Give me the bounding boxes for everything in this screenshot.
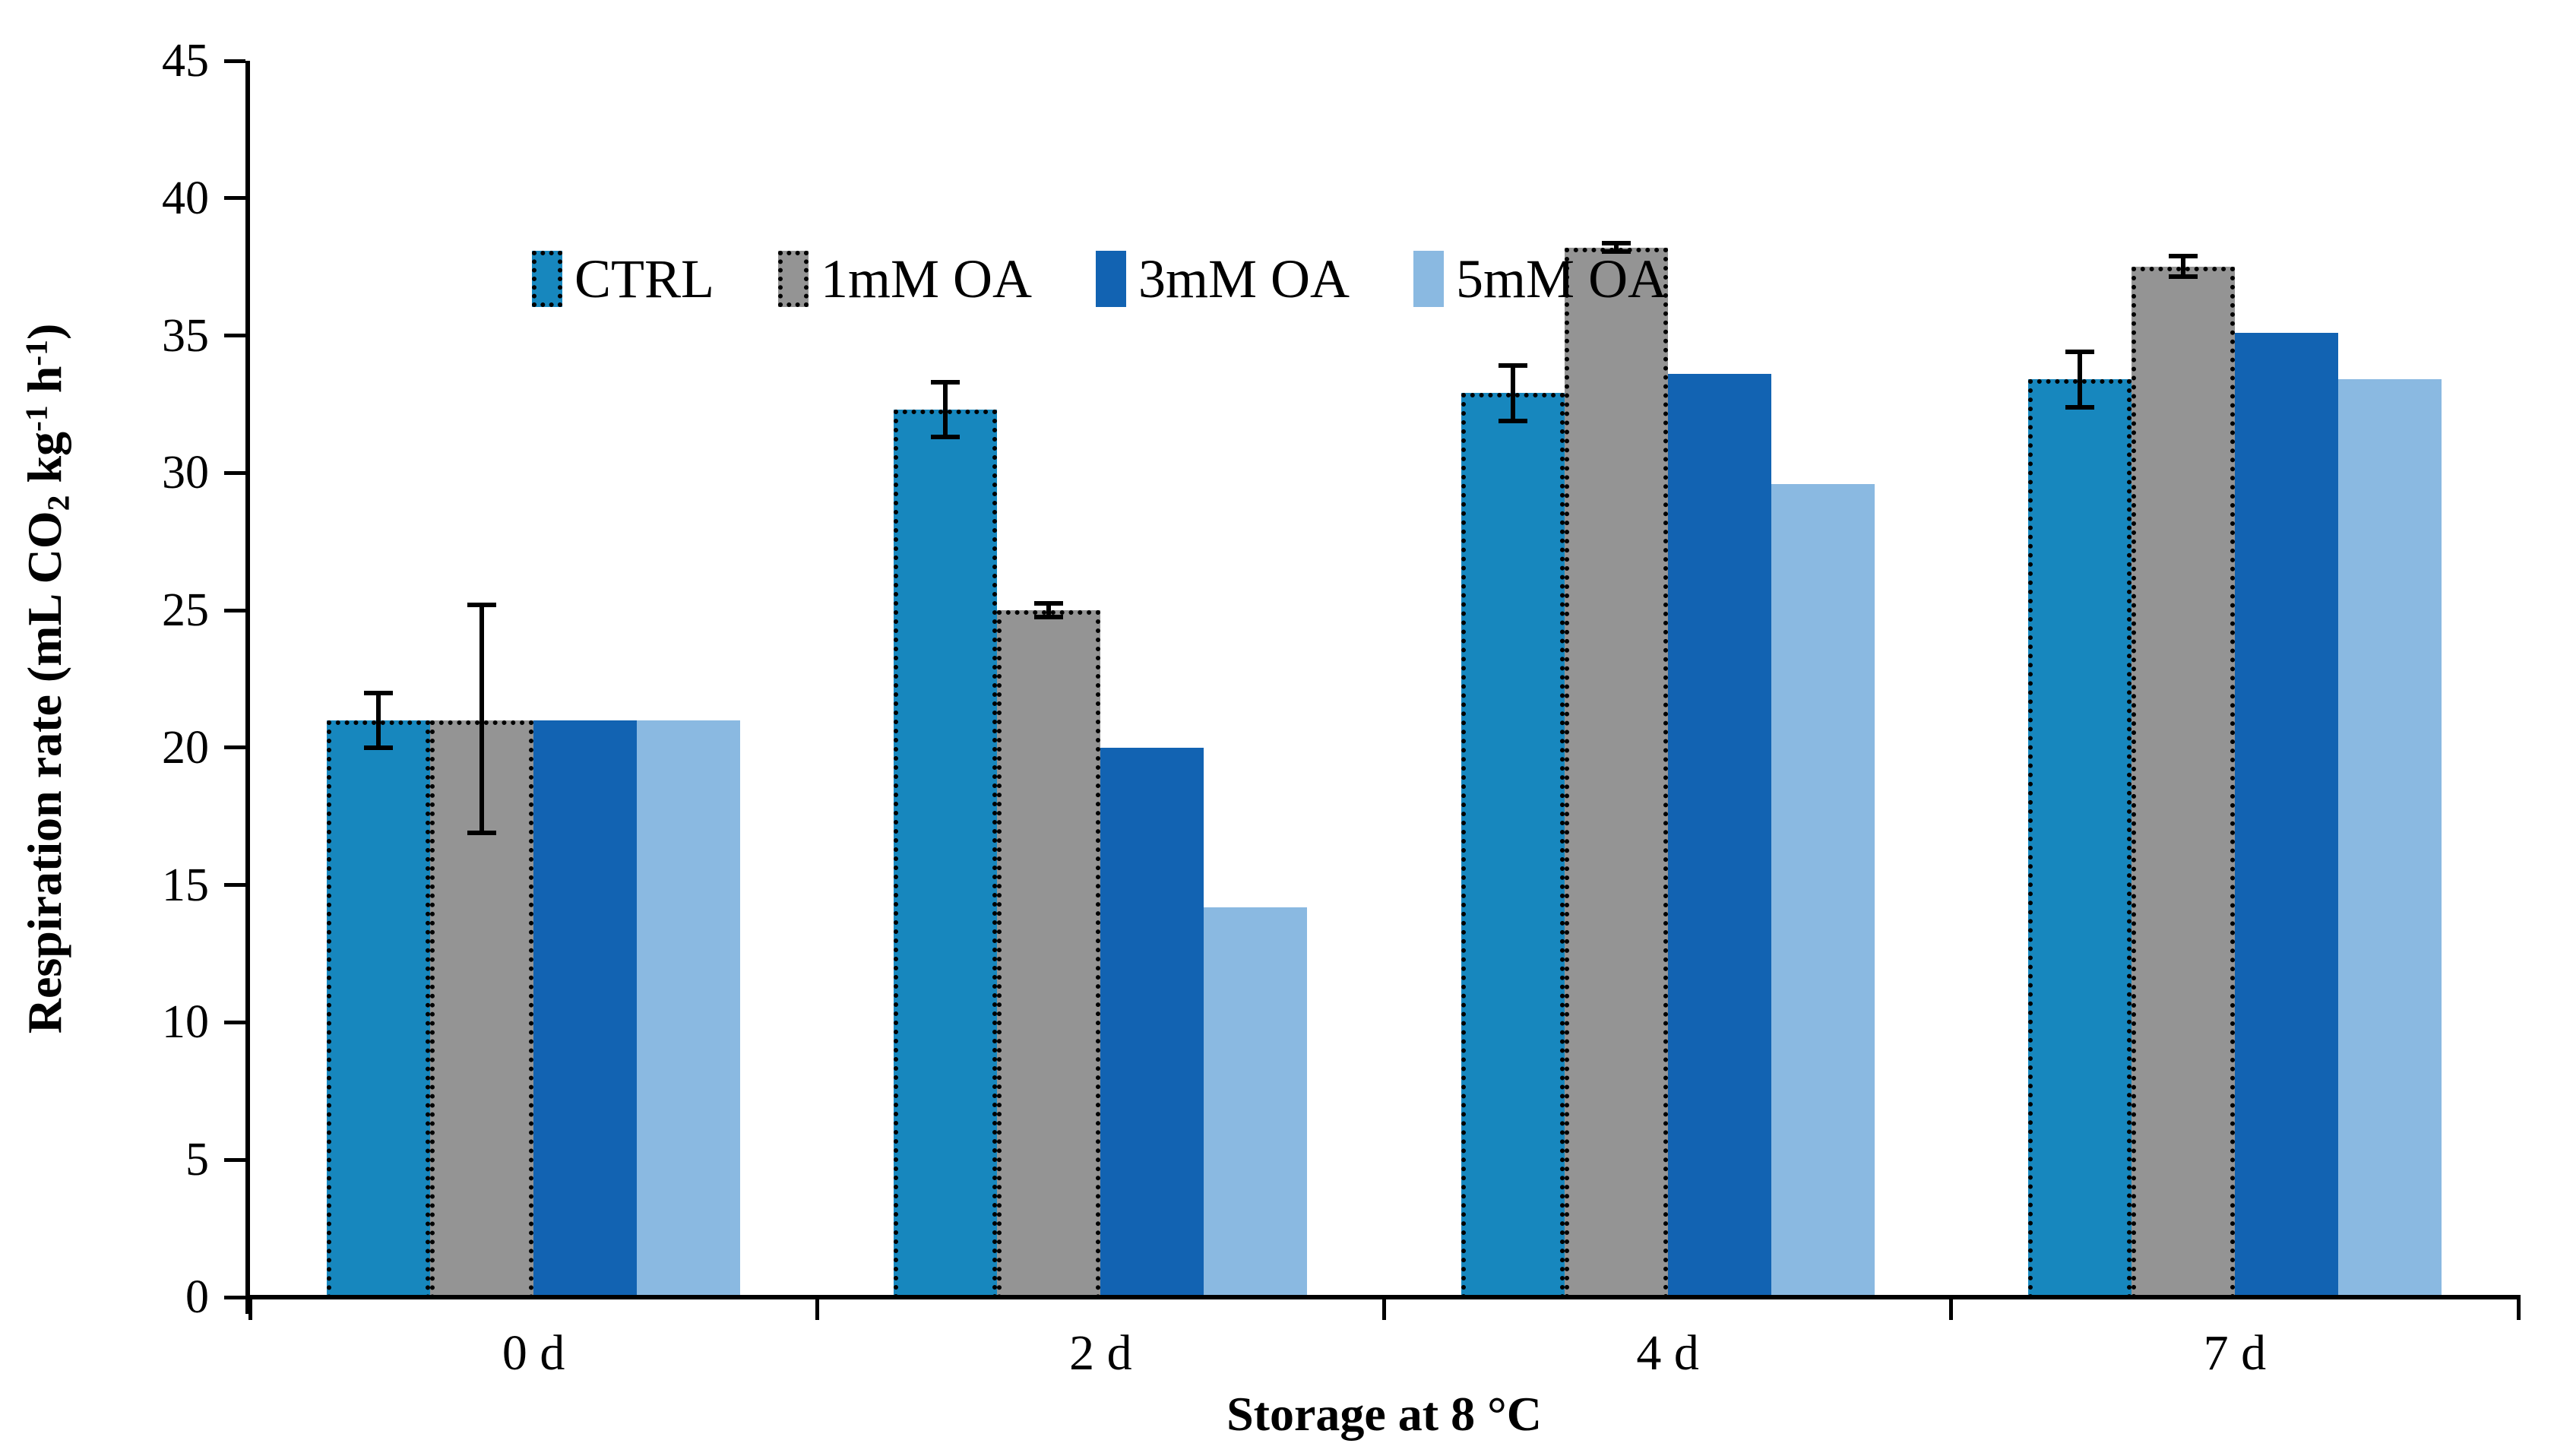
x-tick-mark <box>248 1297 252 1320</box>
y-tick-mark <box>224 1020 245 1024</box>
legend-item-3mm-oa: 3mM OA <box>1096 251 1350 307</box>
error-bar-cap-bottom <box>364 745 393 750</box>
error-bar-cap-bottom <box>2168 274 2198 279</box>
error-bar-cap-bottom <box>2065 404 2094 410</box>
bar-ctrl-2d <box>894 410 998 1299</box>
error-bar <box>2180 255 2185 277</box>
y-tick-label: 40 <box>162 172 209 224</box>
error-bar <box>376 692 381 748</box>
y-tick-label: 5 <box>185 1134 209 1186</box>
bar-ctrl-4d <box>1461 393 1565 1299</box>
legend-swatch-icon <box>778 251 809 307</box>
legend-item-5mm-oa: 5mM OA <box>1413 251 1667 307</box>
y-tick-label: 25 <box>162 584 209 637</box>
legend-label: 1mM OA <box>821 248 1033 309</box>
bar-ctrl-0d <box>327 720 430 1299</box>
error-bar <box>479 604 484 833</box>
x-tick-mark <box>2516 1297 2521 1320</box>
y-axis-title-segment: ) <box>17 323 72 340</box>
bar-1mm-oa-2d <box>997 610 1101 1299</box>
y-tick-mark <box>224 470 245 475</box>
y-tick-label: 10 <box>162 996 209 1049</box>
y-axis-title-segment: Respiration rate (mL CO <box>17 511 72 1034</box>
x-tick-mark <box>1382 1297 1386 1320</box>
y-axis-title-segment: -1 <box>18 405 54 432</box>
error-bar-cap-bottom <box>1034 615 1064 620</box>
error-bar-cap-top <box>1034 601 1064 606</box>
error-bar-cap-bottom <box>1498 418 1527 423</box>
y-tick-label: 0 <box>185 1271 209 1323</box>
error-bar-cap-top <box>364 690 393 695</box>
x-category-label: 2 d <box>1069 1325 1132 1381</box>
y-tick-label: 45 <box>162 35 209 87</box>
legend-item-1mm-oa: 1mM OA <box>778 251 1032 307</box>
y-tick-mark <box>224 608 245 612</box>
error-bar-cap-top <box>931 380 961 385</box>
y-tick-mark <box>224 883 245 888</box>
bar-1mm-oa-7d <box>2131 267 2235 1299</box>
bar-5mm-oa-0d <box>637 720 740 1299</box>
error-bar-cap-top <box>467 602 496 607</box>
legend-swatch-icon <box>532 251 562 307</box>
y-tick-mark <box>224 334 245 338</box>
legend-label: CTRL <box>574 248 715 309</box>
legend-label: 5mM OA <box>1456 248 1668 309</box>
y-axis-title-segment: kg <box>17 431 72 495</box>
legend-label: 3mM OA <box>1138 248 1350 309</box>
error-bar-cap-bottom <box>1601 249 1631 255</box>
y-tick-label: 35 <box>162 309 209 362</box>
y-tick-mark <box>224 196 245 201</box>
bar-3mm-oa-7d <box>2234 332 2338 1299</box>
bar-3mm-oa-0d <box>533 720 637 1299</box>
bar-5mm-oa-7d <box>2337 379 2442 1299</box>
error-bar-cap-bottom <box>931 435 961 440</box>
legend-item-ctrl: CTRL <box>532 251 714 307</box>
x-category-label: 7 d <box>2203 1325 2267 1381</box>
x-tick-mark <box>815 1297 819 1320</box>
y-tick-mark <box>224 59 245 63</box>
x-category-label: 4 d <box>1636 1325 1699 1381</box>
y-tick-mark <box>224 1295 245 1299</box>
y-axis-title-segment: -1 <box>18 340 54 366</box>
error-bar <box>2077 352 2082 407</box>
bar-3mm-oa-4d <box>1667 374 1771 1299</box>
x-axis-title: Storage at 8 °C <box>1226 1387 1542 1441</box>
error-bar <box>943 382 948 438</box>
error-bar <box>1510 366 1515 421</box>
y-axis-title-segment: h <box>17 366 72 406</box>
error-bar <box>1046 603 1052 618</box>
y-axis-line <box>245 61 250 1314</box>
bar-3mm-oa-2d <box>1100 747 1204 1299</box>
y-tick-mark <box>224 745 245 750</box>
y-tick-label: 20 <box>162 721 209 774</box>
x-category-label: 0 d <box>502 1325 565 1381</box>
error-bar-cap-bottom <box>467 830 496 835</box>
error-bar-cap-top <box>1601 241 1631 246</box>
legend: CTRL 1mM OA 3mM OA 5mM OA <box>532 251 1667 307</box>
bar-ctrl-7d <box>2027 379 2131 1299</box>
x-tick-mark <box>1949 1297 1954 1320</box>
error-bar <box>1613 243 1619 252</box>
y-axis-title-text: Respiration rate (mL CO2 kg-1 h-1) <box>11 324 83 1034</box>
error-bar-cap-top <box>2065 350 2094 355</box>
error-bar-cap-top <box>1498 363 1527 369</box>
y-axis-title-segment: 2 <box>40 495 76 511</box>
legend-swatch-icon <box>1413 251 1445 307</box>
bar-5mm-oa-4d <box>1771 483 1875 1299</box>
legend-swatch-icon <box>1096 251 1127 307</box>
y-tick-label: 30 <box>162 447 209 499</box>
bar-1mm-oa-4d <box>1564 247 1668 1299</box>
error-bar-cap-top <box>2168 253 2198 258</box>
y-tick-mark <box>224 1157 245 1162</box>
y-tick-label: 15 <box>162 859 209 911</box>
bar-5mm-oa-2d <box>1204 907 1308 1299</box>
